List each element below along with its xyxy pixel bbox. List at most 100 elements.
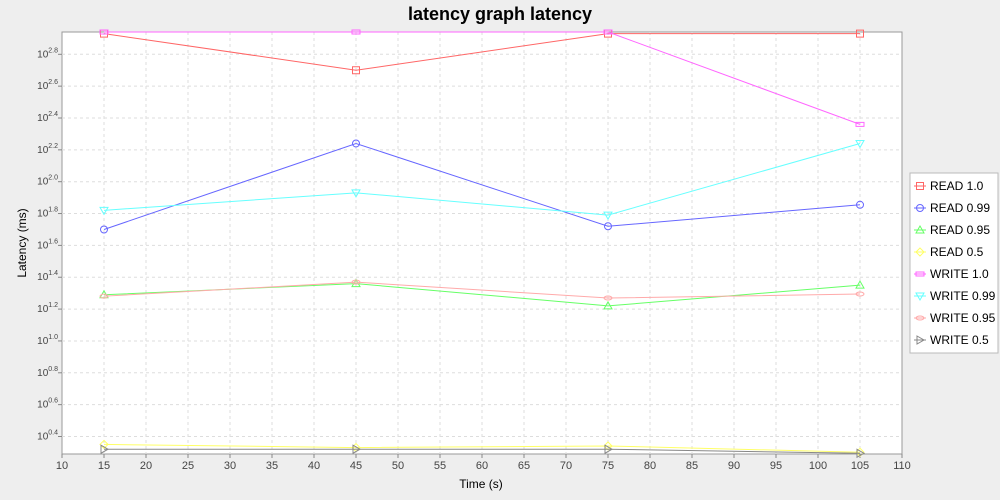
data-point	[603, 29, 613, 35]
data-point	[915, 224, 925, 234]
series-line	[103, 281, 861, 299]
data-point	[855, 121, 865, 127]
legend-item: WRITE 0.5	[914, 333, 989, 347]
series-write-1-0	[99, 29, 865, 127]
y-tick-label: 101.4	[37, 270, 58, 283]
series-write-0-95	[99, 279, 865, 301]
legend-item: READ 0.95	[914, 223, 990, 237]
x-tick-label: 105	[851, 460, 869, 472]
x-tick-label: 90	[728, 460, 740, 472]
x-tick-label: 40	[308, 460, 320, 472]
x-axis-label: Time (s)	[459, 477, 503, 491]
data-point	[603, 295, 613, 301]
data-point	[351, 278, 361, 288]
data-point	[604, 222, 612, 231]
y-tick-label: 102.4	[37, 111, 58, 124]
data-point	[916, 335, 926, 345]
y-tick-label: 101.6	[37, 238, 58, 251]
x-tick-label: 75	[602, 460, 614, 472]
series-line	[103, 33, 860, 71]
y-axis-label: Latency (ms)	[15, 208, 29, 277]
legend-item: WRITE 0.95	[914, 311, 996, 325]
data-point	[603, 211, 613, 221]
x-tick-label: 100	[809, 460, 827, 472]
y-tick-label: 102.6	[37, 79, 58, 92]
x-tick-label: 55	[434, 460, 446, 472]
y-tick-label: 100.4	[37, 429, 58, 442]
data-point	[351, 29, 361, 35]
x-tick-label: 25	[182, 460, 194, 472]
y-tick-label: 101.8	[37, 207, 58, 220]
series-line	[104, 31, 861, 125]
x-tick-label: 80	[644, 460, 656, 472]
x-tick-label: 45	[350, 460, 362, 472]
series-line	[104, 448, 861, 454]
data-point	[352, 444, 362, 455]
legend-item: WRITE 0.99	[914, 289, 996, 303]
series-write-0-5	[100, 444, 866, 459]
legend: READ 1.0 READ 0.99 READ 0.95 READ 0.5 WRITE …	[909, 172, 999, 354]
legend-box	[909, 172, 999, 354]
x-tick-label: 50	[392, 460, 404, 472]
data-point	[352, 139, 360, 148]
y-tick-label: 102.8	[37, 47, 58, 60]
data-point	[856, 200, 864, 209]
y-tick-label: 100.6	[37, 398, 58, 411]
data-point	[99, 29, 109, 35]
legend-label: WRITE 0.5	[930, 333, 989, 347]
y-axis-ticks: 100.4 100.6 100.8 101.0 101.2 101.4 101.6 101.8…	[37, 47, 62, 442]
legend-item: WRITE 1.0	[914, 267, 989, 281]
legend-label: WRITE 0.99	[930, 289, 996, 303]
chart-title: latency graph latency	[408, 4, 592, 24]
y-tick-label: 102.2	[37, 143, 58, 156]
x-tick-label: 10	[56, 460, 68, 472]
data-point	[352, 66, 360, 75]
y-tick-label: 101.2	[37, 302, 58, 315]
x-tick-label: 60	[476, 460, 488, 472]
y-tick-label: 102.0	[37, 175, 58, 188]
data-point	[100, 225, 108, 234]
x-tick-label: 70	[560, 460, 572, 472]
data-point	[915, 315, 925, 321]
grid-lines	[62, 32, 902, 454]
data-point	[855, 291, 865, 297]
x-tick-label: 95	[770, 460, 782, 472]
data-point	[915, 247, 925, 257]
data-point	[856, 448, 866, 459]
legend-label: READ 0.99	[930, 201, 990, 215]
data-point	[603, 441, 613, 451]
y-tick-label: 101.0	[37, 334, 58, 347]
legend-label: WRITE 1.0	[930, 267, 989, 281]
x-axis-ticks: 10 15 20 25 30 35 40 45 50 55 60 65 70 75 80 85 90 95 100 1…	[56, 454, 911, 472]
data-point	[915, 271, 925, 277]
series-read-0-99	[100, 139, 864, 234]
y-tick-label: 100.8	[37, 366, 58, 379]
series-line	[103, 142, 861, 230]
data-point	[855, 139, 865, 149]
x-tick-label: 65	[518, 460, 530, 472]
data-point	[99, 293, 109, 299]
x-tick-label: 20	[140, 460, 152, 472]
data-point	[916, 204, 924, 212]
data-point	[99, 206, 109, 216]
legend-label: READ 0.5	[930, 245, 984, 259]
series-line	[103, 443, 861, 453]
data-point	[915, 292, 925, 302]
data-point	[855, 280, 865, 289]
data-point	[856, 29, 864, 38]
data-point	[351, 189, 361, 198]
data-point	[604, 444, 614, 455]
series-write-0-99	[99, 139, 865, 221]
legend-item: READ 0.99	[914, 201, 990, 215]
x-tick-label: 30	[224, 460, 236, 472]
legend-label: WRITE 0.95	[930, 311, 996, 325]
data-point	[603, 300, 613, 310]
data-point	[916, 182, 924, 190]
series-layer	[99, 29, 866, 459]
legend-label: READ 1.0	[930, 179, 984, 193]
x-tick-label: 110	[893, 460, 911, 472]
legend-item: READ 1.0	[914, 179, 984, 193]
x-tick-label: 35	[266, 460, 278, 472]
x-tick-label: 85	[686, 460, 698, 472]
